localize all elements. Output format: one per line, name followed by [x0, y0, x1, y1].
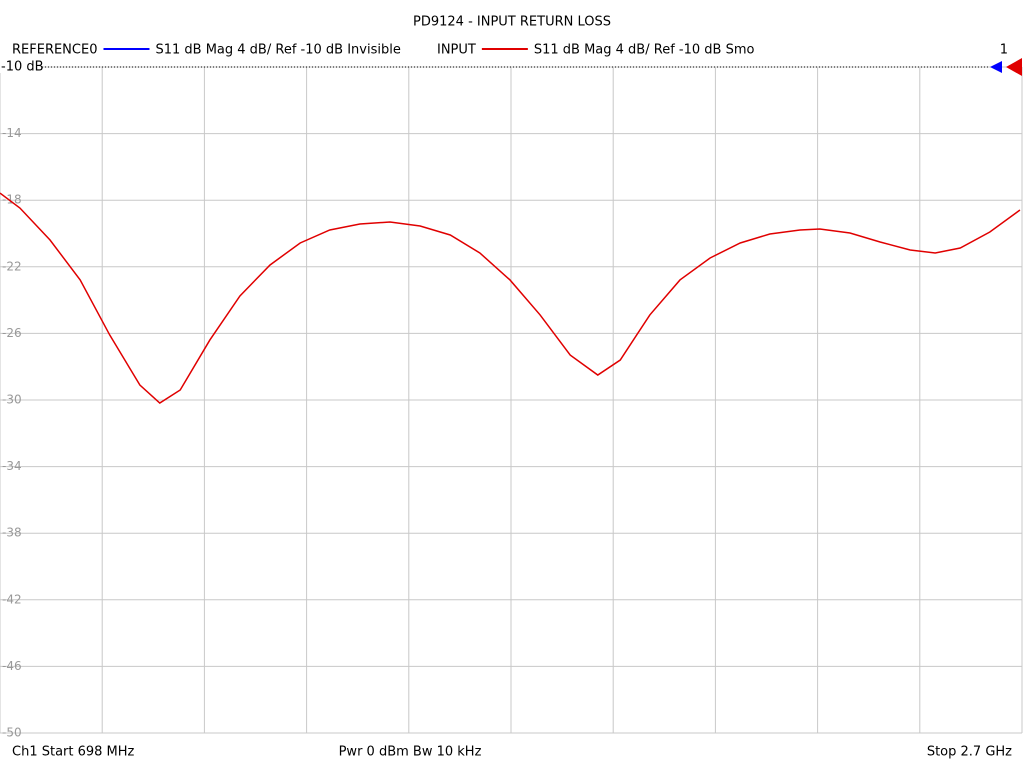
y-tick-label: -18: [2, 193, 22, 207]
ref-arrow: [990, 61, 1002, 73]
legend-info: S11 dB Mag 4 dB/ Ref -10 dB Smo: [534, 43, 755, 58]
legend: REFERENCE0 S11 dB Mag 4 dB/ Ref -10 dB In…: [12, 43, 754, 58]
y-tick-label: -22: [2, 259, 22, 273]
y-tick-label: -26: [2, 326, 22, 340]
y-tick-label: -34: [2, 459, 22, 473]
y-tick-label: -38: [2, 526, 22, 540]
chart-title: PD9124 - INPUT RETURN LOSS: [413, 15, 611, 30]
grid: -10-14-18-22-26-30-34-38-42-46-50: [0, 60, 1023, 740]
legend-name: REFERENCE0: [12, 43, 97, 58]
footer-center: Pwr 0 dBm Bw 10 kHz: [339, 745, 482, 760]
footer-start: Ch1 Start 698 MHz: [12, 745, 135, 760]
trace: [0, 192, 1021, 404]
footer-stop: Stop 2.7 GHz: [927, 745, 1012, 760]
ref-label: -10 dB: [1, 60, 44, 75]
ref-label-bg: [0, 59, 42, 73]
y-tick-label: -14: [2, 126, 22, 140]
legend-info: S11 dB Mag 4 dB/ Ref -10 dB Invisible: [155, 43, 400, 58]
y-tick-label: -46: [2, 659, 22, 673]
y-tick-label: -50: [2, 726, 22, 740]
channel-marker: 1: [1000, 43, 1008, 58]
legend-name: INPUT: [437, 43, 476, 58]
y-tick-label: -42: [2, 592, 22, 606]
y-tick-label: -30: [2, 393, 22, 407]
ref-arrow: [1006, 58, 1022, 76]
